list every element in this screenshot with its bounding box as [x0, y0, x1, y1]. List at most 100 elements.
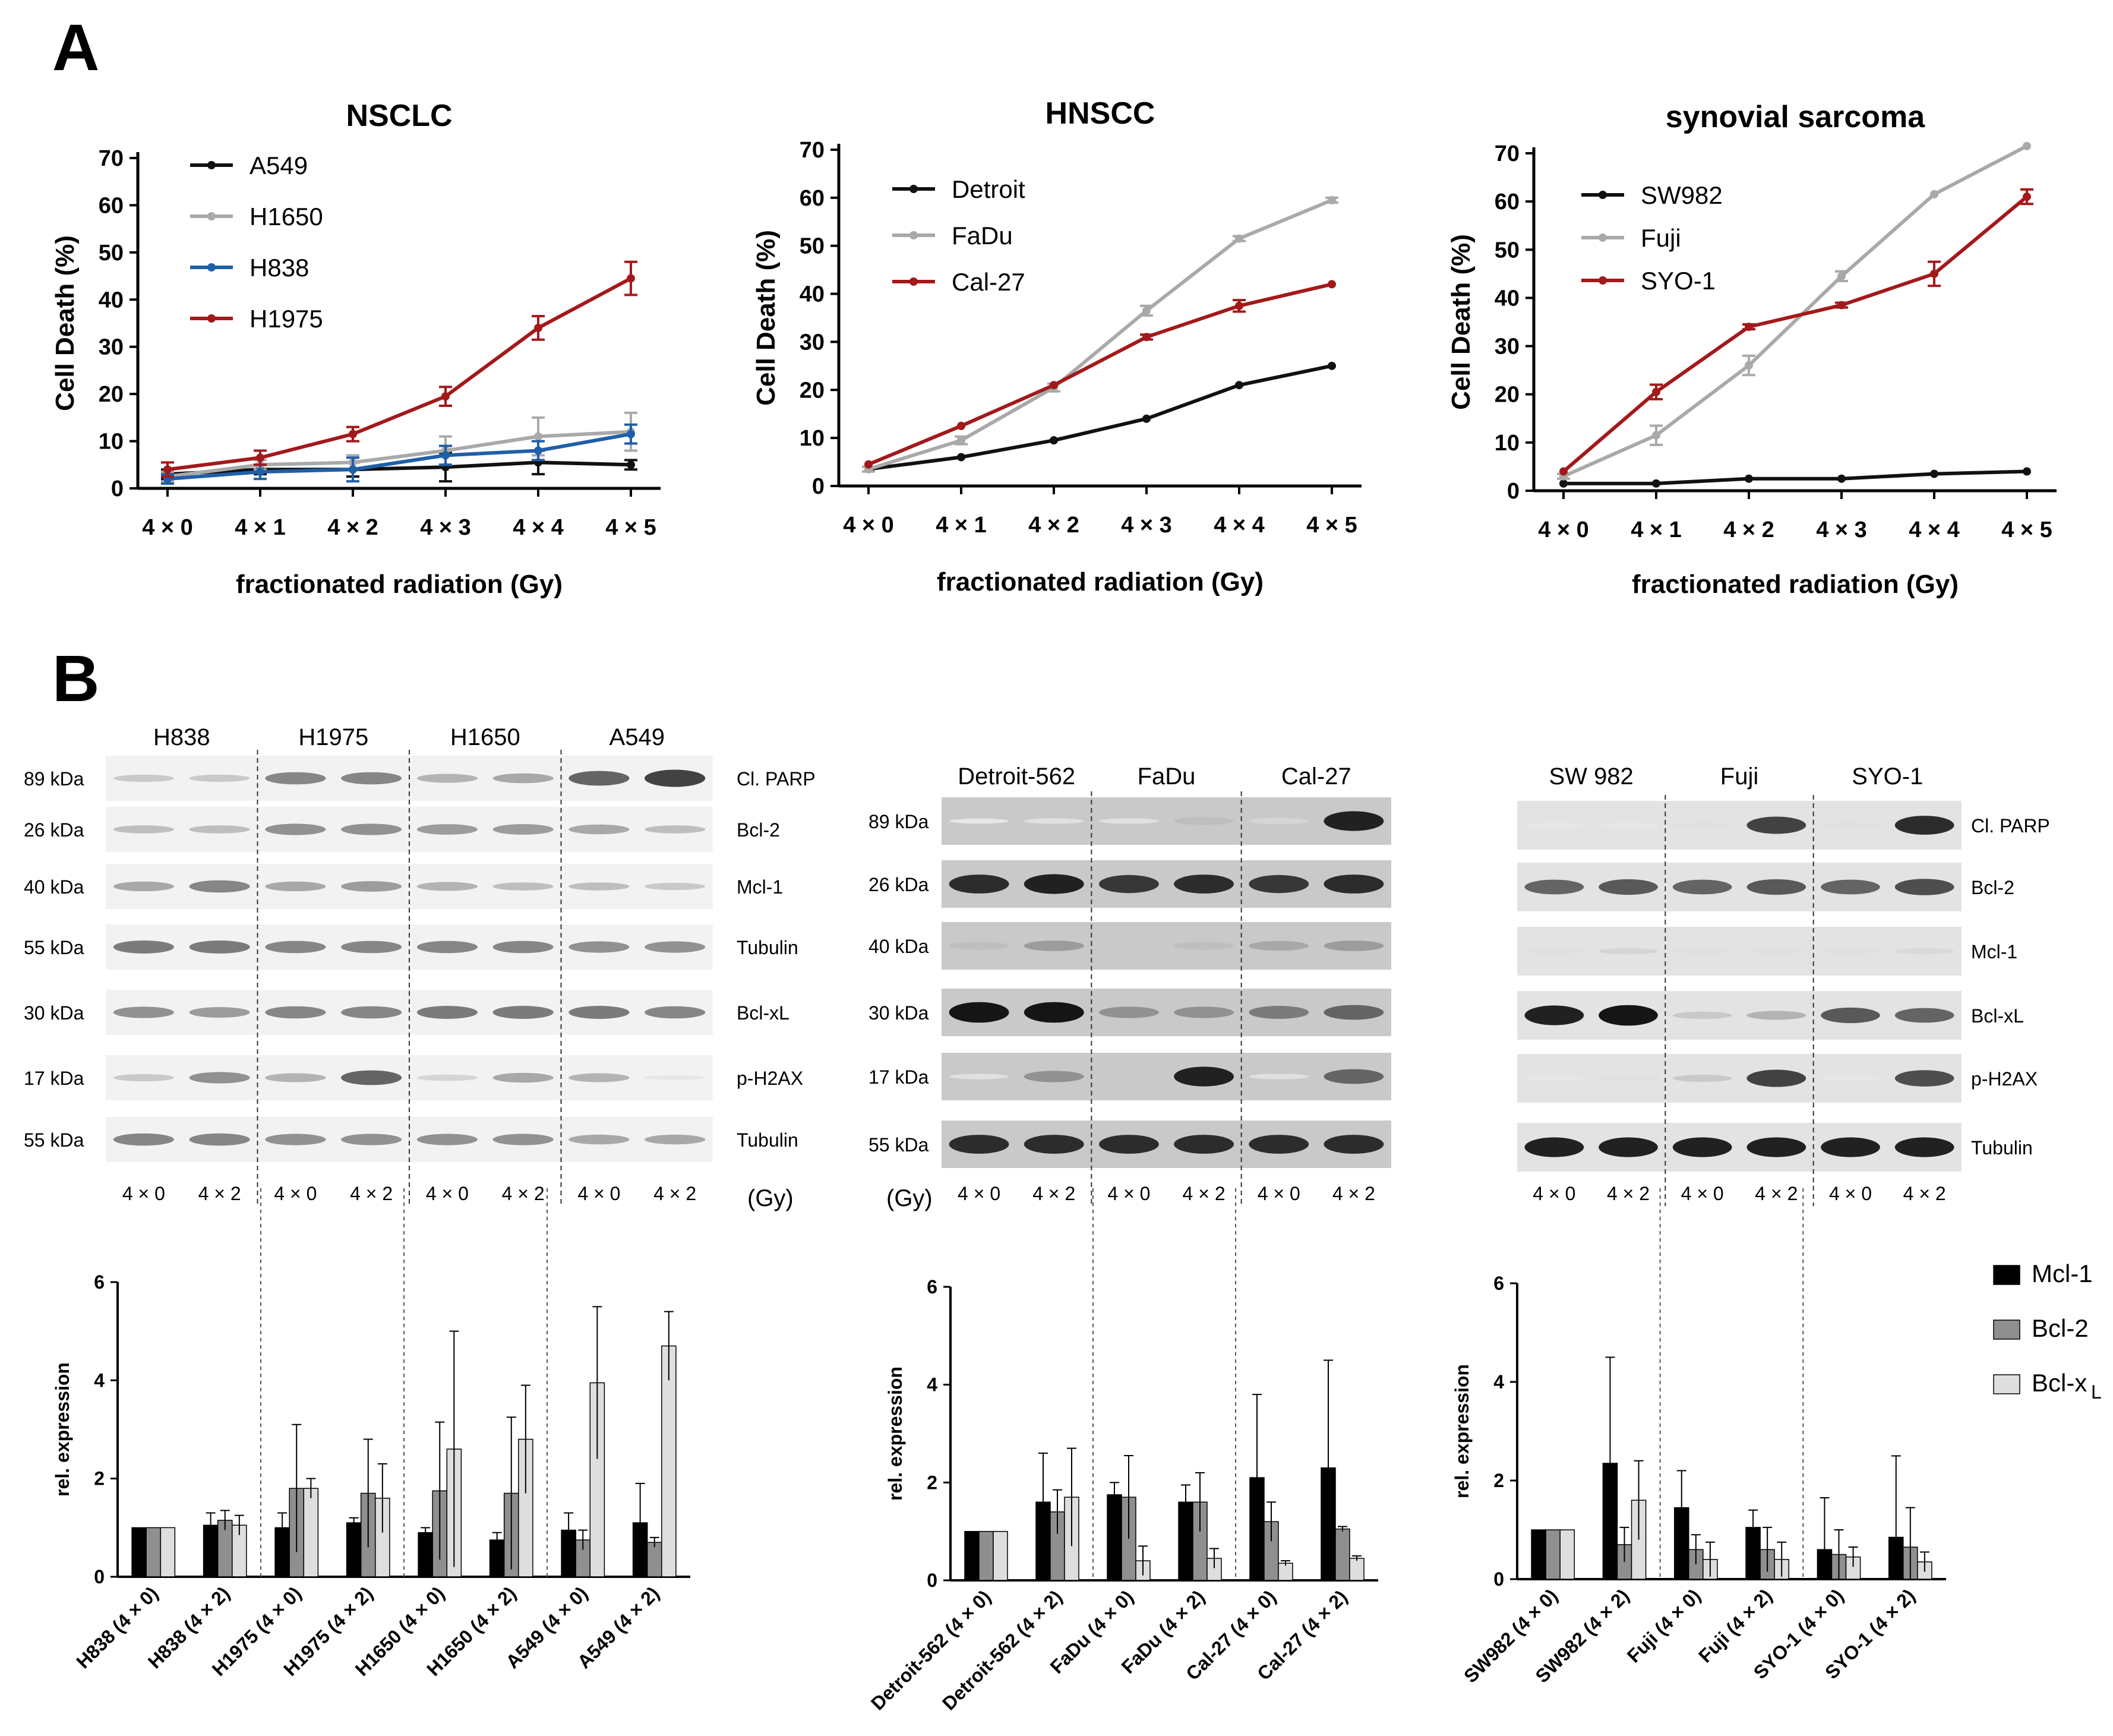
data-point	[957, 436, 965, 445]
unit-label: (Gy)	[886, 1185, 933, 1211]
y-tick-label: 50	[99, 241, 124, 266]
legend-label: FaDu	[952, 222, 1013, 250]
blot-band	[416, 940, 478, 954]
x-tick-label: 4 × 3	[420, 515, 471, 540]
blot-strip	[942, 1053, 1391, 1100]
blot-band	[645, 1134, 706, 1145]
blot-band	[568, 771, 630, 786]
x-tick-label: 4 × 3	[1816, 517, 1867, 542]
blot-row	[942, 1120, 1391, 1168]
blot-band	[416, 824, 478, 835]
blot-strip	[942, 989, 1391, 1036]
y-axis-label: Cell Death (%)	[751, 230, 781, 406]
bar-bcl-2	[146, 1527, 162, 1577]
blot-strip	[1517, 1123, 1962, 1172]
legend-subscript: L	[2091, 1381, 2102, 1403]
blot-band	[113, 1074, 174, 1082]
data-point	[1235, 301, 1243, 310]
blot-band	[1098, 875, 1159, 894]
blot-band	[1098, 1006, 1159, 1018]
blot-band	[1324, 875, 1384, 894]
data-point	[534, 432, 542, 441]
x-tick-label: 4 × 4	[1214, 513, 1265, 538]
legend-label: A549	[249, 151, 308, 179]
x-tick-label: 4 × 2	[1028, 513, 1079, 538]
blot-group-label: Detroit-562	[958, 763, 1075, 790]
blot-band	[1024, 1071, 1084, 1082]
bar-bcl-xl	[661, 1345, 677, 1577]
legend-label: SW982	[1641, 181, 1723, 209]
y-tick-label: 50	[800, 234, 825, 259]
x-axis-label: fractionated radiation (Gy)	[1632, 570, 1959, 599]
blot-band	[949, 1074, 1009, 1080]
blot-band	[189, 1133, 250, 1146]
blot-band	[1746, 816, 1806, 834]
x-tick-label: 4 × 0	[142, 515, 193, 540]
legend-marker	[909, 231, 918, 239]
blot-band	[1249, 875, 1309, 894]
blot-band	[1672, 822, 1732, 828]
x-tick-label: 4 × 1	[936, 513, 987, 538]
blot-row	[942, 797, 1391, 845]
line-chart-2: HNSCC 0 10 20 30 40 50 60 70 4 × 0 4 × 1 4 × 2 4 × 3…	[751, 96, 1362, 596]
y-tick-label: 10	[1495, 431, 1520, 456]
y-tick-label: 0	[1507, 479, 1520, 504]
data-point	[957, 421, 965, 430]
blot-band	[1821, 1007, 1880, 1024]
blot-strip	[1517, 801, 1962, 850]
blot-band	[645, 1006, 706, 1019]
blot-band	[492, 1072, 554, 1083]
blot-band	[416, 1074, 478, 1081]
data-point	[534, 323, 542, 332]
legend-label: H838	[249, 254, 309, 282]
data-point	[1142, 333, 1151, 342]
blot-band	[1894, 816, 1954, 835]
data-point	[1652, 479, 1660, 488]
blot-band	[189, 940, 250, 954]
blot-band	[265, 1006, 326, 1019]
blot-group-label: Fuji	[1720, 763, 1758, 790]
protein-label: Cl. PARP	[737, 768, 816, 790]
protein-label: Tubulin	[1971, 1137, 2033, 1159]
blot-band	[1024, 1002, 1084, 1023]
blot-band	[1174, 942, 1234, 950]
blot-group-label: A549	[609, 724, 665, 750]
x-tick-label: 4 × 5	[2001, 517, 2052, 542]
blot-band	[341, 940, 402, 954]
legend-label: Bcl-2	[2032, 1314, 2089, 1342]
lane-label: 4 × 2	[653, 1183, 696, 1204]
kda-label: 17 kDa	[868, 1066, 929, 1088]
blot-row	[1517, 801, 1962, 850]
blot-band	[1746, 1137, 1806, 1157]
kda-label: 26 kDa	[24, 819, 84, 841]
blot-band	[1098, 818, 1159, 824]
blot-band	[1024, 818, 1084, 824]
blot-band	[645, 825, 706, 834]
data-point	[1559, 467, 1568, 476]
blot-band	[1524, 879, 1584, 895]
x-tick-label: Detroit-562 (4 × 2)	[938, 1586, 1066, 1714]
data-point	[1050, 436, 1058, 445]
y-tick-label: 30	[1495, 334, 1520, 359]
y-tick-label: 60	[1495, 190, 1520, 214]
lane-label: 4 × 2	[1332, 1183, 1375, 1204]
blot-band	[1324, 1069, 1384, 1084]
x-tick-label: 4 × 5	[1306, 513, 1357, 538]
legend-marker	[909, 277, 918, 286]
protein-label: Bcl-2	[1971, 877, 2014, 898]
line-charts: NSCLC 0 10 20 30 40 50 60 70 4 × 0 4 × 1 4 × 2 4 × 3…	[50, 96, 2057, 599]
blot-group-label: H1975	[298, 724, 368, 750]
bar-mcl-1	[964, 1530, 980, 1581]
data-point	[1930, 190, 1938, 198]
legend-label: Mcl-1	[2032, 1260, 2093, 1287]
blot-band	[1599, 879, 1658, 895]
blot-band	[1894, 1008, 1954, 1023]
y-tick-label: 6	[1493, 1273, 1504, 1294]
x-tick-label: 4 × 4	[1909, 517, 1960, 542]
bar-bcl-xl	[303, 1488, 319, 1577]
protein-label: Tubulin	[737, 937, 798, 958]
data-point	[957, 453, 965, 462]
blot-band	[265, 881, 326, 892]
bar-bcl-xl	[160, 1527, 176, 1577]
y-tick-label: 4	[927, 1374, 937, 1396]
